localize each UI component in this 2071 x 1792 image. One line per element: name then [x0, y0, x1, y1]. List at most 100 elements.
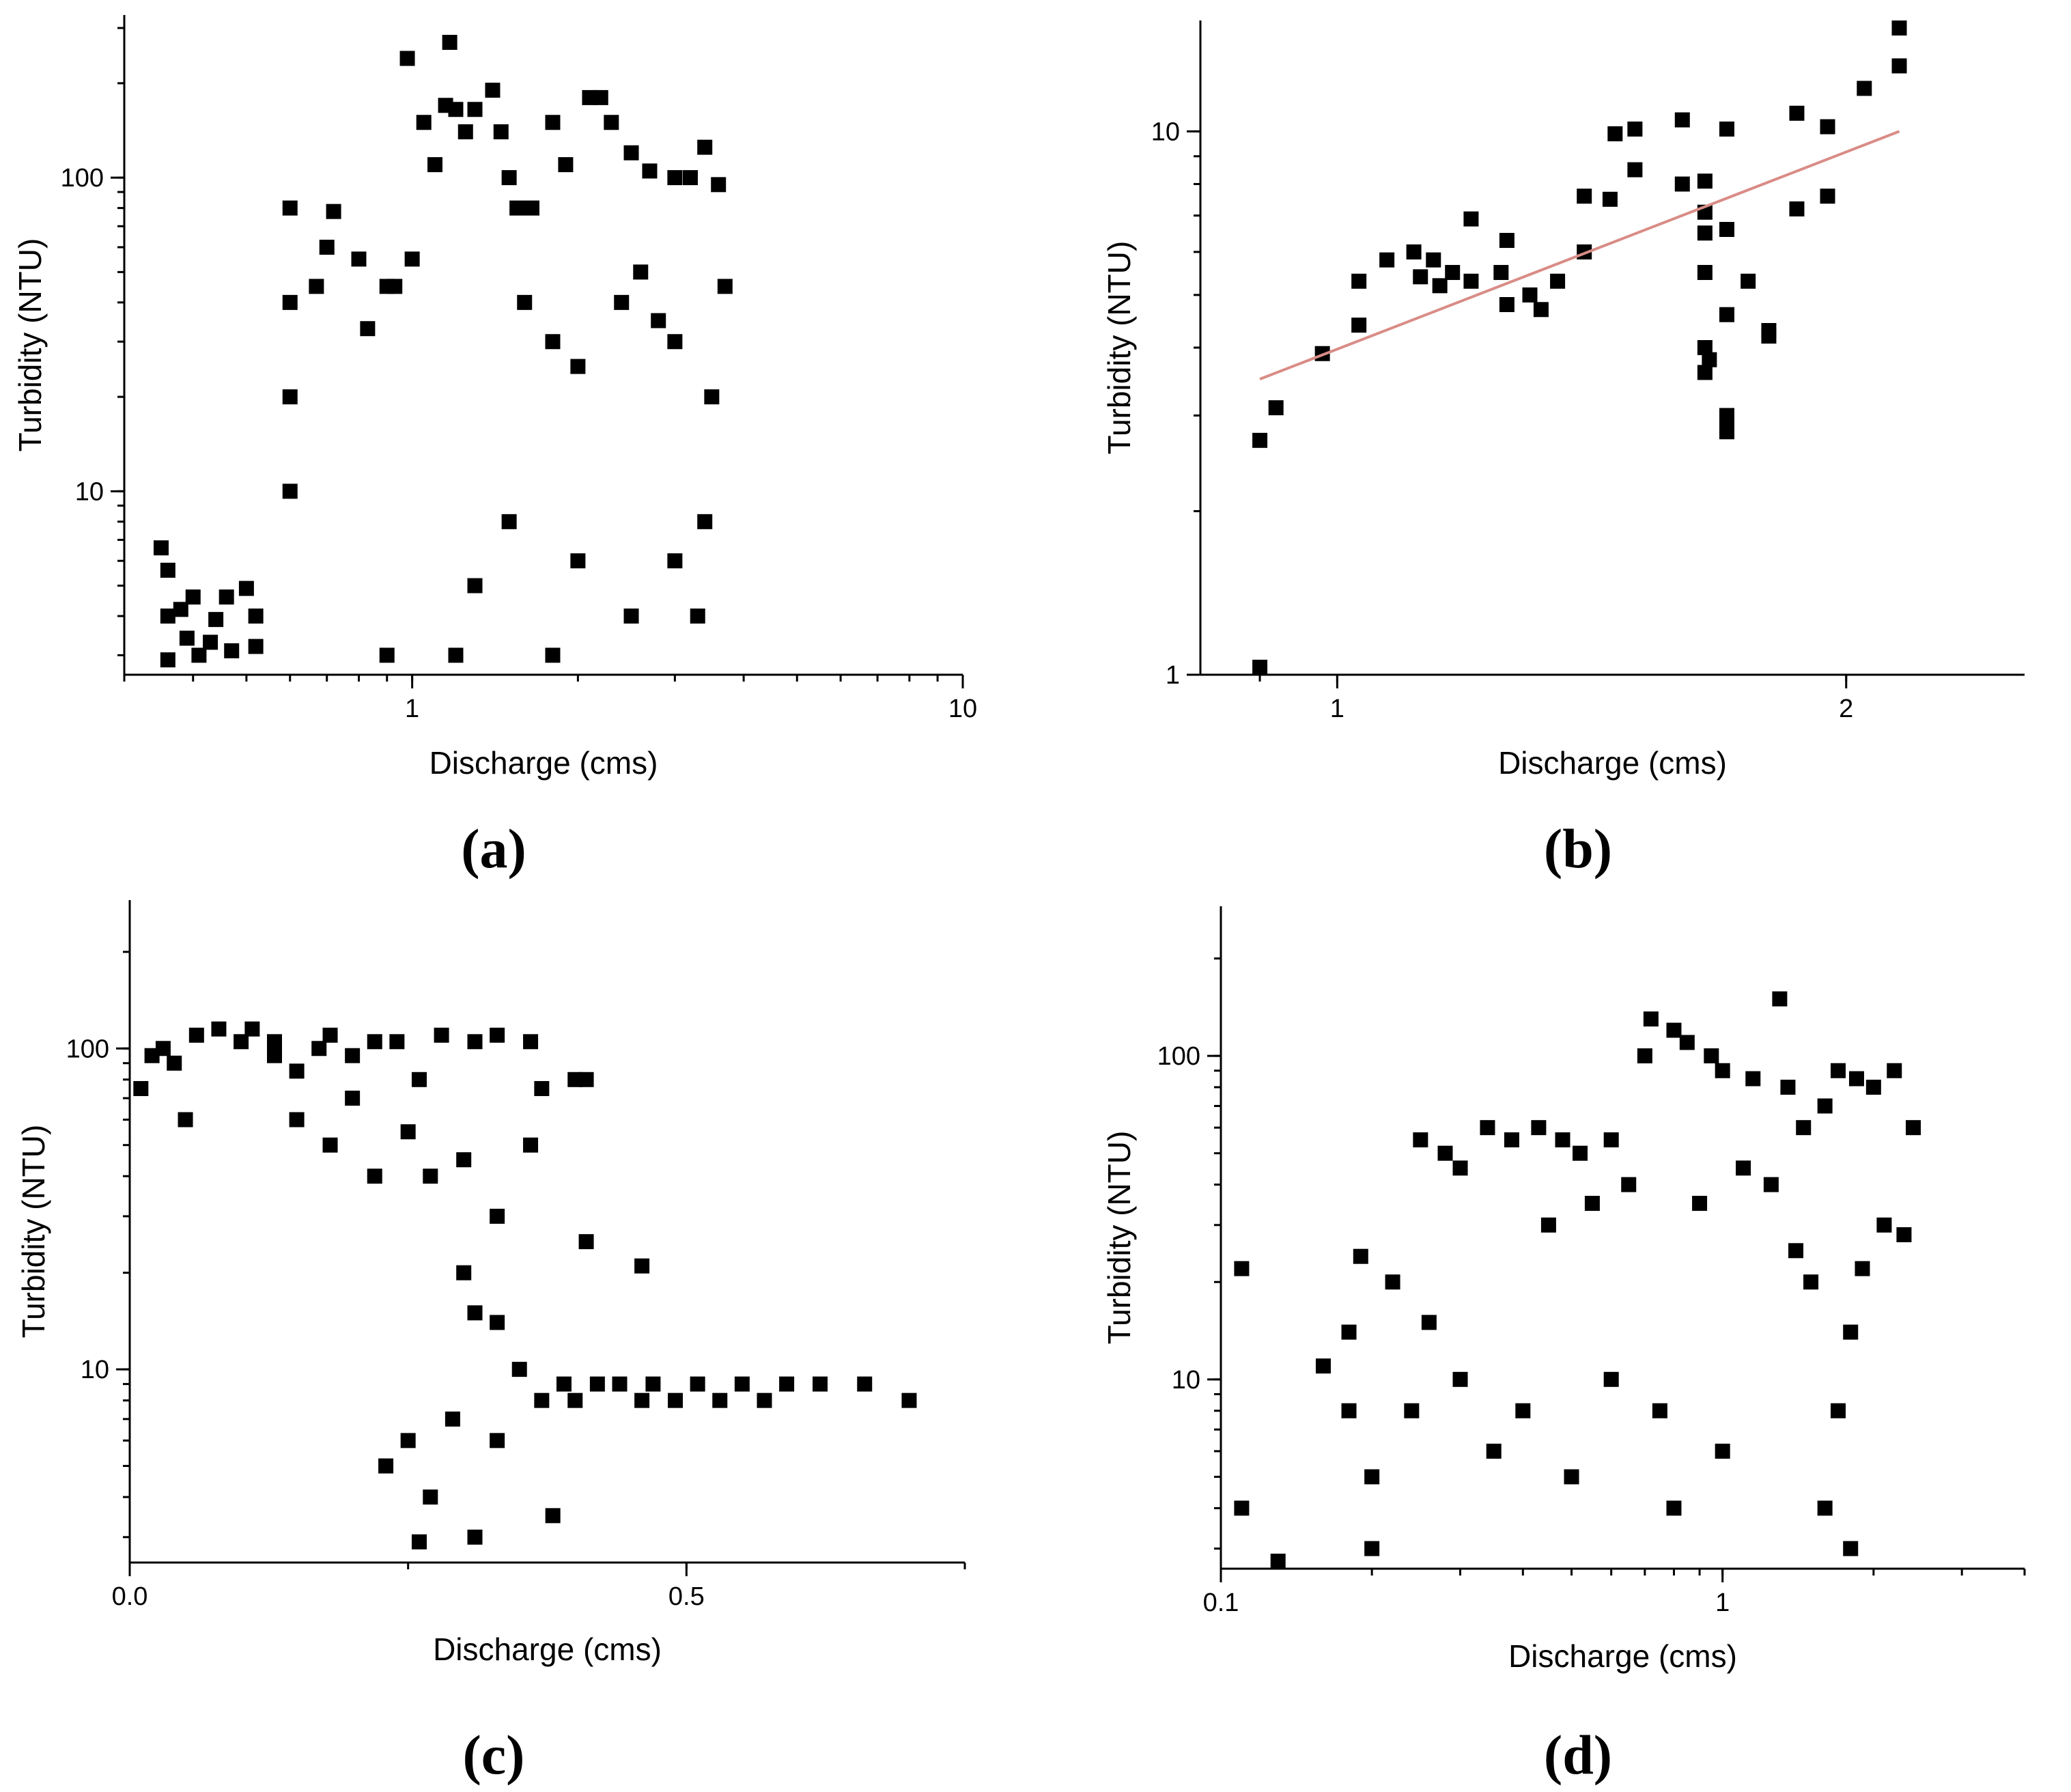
data-point	[567, 1072, 583, 1087]
data-point	[282, 389, 298, 405]
data-point	[717, 279, 733, 294]
data-point	[1364, 1541, 1380, 1556]
data-point	[1697, 365, 1713, 380]
data-point	[282, 200, 298, 216]
y-tick-label: 100	[61, 164, 104, 193]
data-point	[813, 1376, 828, 1392]
data-point	[448, 647, 464, 663]
data-point	[1603, 1132, 1619, 1148]
data-point	[326, 204, 341, 219]
data-point	[1789, 201, 1805, 216]
data-point	[411, 1072, 427, 1087]
x-tick-label: 1	[405, 695, 419, 723]
data-point	[238, 580, 254, 596]
data-point	[423, 1489, 438, 1505]
data-point	[545, 115, 561, 130]
data-point	[1584, 1196, 1600, 1212]
data-point	[1252, 660, 1268, 675]
data-point	[1843, 1541, 1859, 1556]
x-axis-title: Discharge (cms)	[1498, 745, 1727, 781]
data-point	[1406, 244, 1422, 260]
y-tick-label: 100	[66, 1035, 109, 1063]
data-point	[219, 589, 234, 605]
data-point	[1341, 1403, 1357, 1418]
data-point	[266, 1048, 282, 1063]
data-point	[203, 634, 219, 650]
data-point	[309, 279, 324, 294]
data-point	[1550, 273, 1566, 289]
data-point	[1351, 273, 1367, 289]
y-axis-title: Turbidity (NTU)	[1101, 241, 1137, 455]
data-point	[1621, 1177, 1637, 1192]
data-point	[1692, 1196, 1708, 1212]
y-axis-title: Turbidity (NTU)	[16, 1125, 51, 1339]
data-point	[1234, 1500, 1250, 1516]
data-point	[1463, 273, 1479, 289]
data-point	[1627, 162, 1643, 178]
data-point	[545, 647, 561, 663]
data-point	[345, 1048, 361, 1063]
data-point	[490, 1433, 505, 1448]
x-axis-title: Discharge (cms)	[429, 745, 658, 781]
panel-label: (d)	[1544, 1724, 1612, 1786]
data-point	[289, 1112, 305, 1128]
x-tick-label: 0.1	[1203, 1588, 1239, 1617]
data-point	[1848, 1071, 1864, 1087]
data-point	[311, 1041, 327, 1056]
data-point	[570, 553, 586, 569]
data-point	[604, 115, 619, 130]
data-point	[523, 1034, 539, 1050]
data-point	[1637, 1048, 1652, 1064]
data-point	[351, 251, 367, 267]
data-point	[442, 35, 457, 51]
data-point	[1493, 264, 1509, 280]
data-point	[1421, 1315, 1437, 1330]
x-tick-label: 0.0	[112, 1582, 148, 1611]
data-point	[1702, 352, 1717, 367]
data-point	[367, 1034, 382, 1050]
data-point	[558, 157, 574, 173]
data-point	[1843, 1324, 1859, 1340]
data-point	[234, 1034, 249, 1050]
data-point	[1830, 1403, 1846, 1418]
data-point	[319, 239, 335, 255]
data-point	[1761, 328, 1777, 344]
data-point	[1573, 1145, 1588, 1161]
data-point	[1891, 58, 1907, 74]
data-point	[901, 1392, 917, 1408]
data-point	[704, 389, 720, 405]
data-point	[467, 102, 483, 117]
data-point	[501, 170, 517, 186]
data-point	[367, 1168, 382, 1184]
data-point	[400, 1433, 416, 1448]
data-point	[645, 1376, 661, 1392]
data-point	[467, 1529, 483, 1545]
data-point	[1745, 1071, 1761, 1087]
data-point	[1351, 318, 1367, 333]
data-point	[490, 1315, 505, 1330]
data-point	[467, 1034, 483, 1050]
data-point	[411, 1534, 427, 1550]
data-point	[1413, 1132, 1428, 1148]
x-tick-label: 1	[1330, 695, 1344, 723]
data-point	[266, 1034, 282, 1050]
data-point	[1876, 1217, 1892, 1233]
data-point	[697, 514, 713, 529]
x-tick-label: 2	[1839, 695, 1853, 723]
data-point	[1896, 1227, 1912, 1242]
data-point	[445, 1411, 460, 1427]
data-point	[1857, 81, 1872, 96]
data-point	[160, 608, 175, 624]
chart-panel-d: 0.1 1 10 100 Discharge (cms) Turbidity (NTU) (…	[1101, 906, 2026, 1786]
data-point	[1719, 416, 1734, 432]
data-point	[456, 1152, 472, 1168]
data-point	[524, 200, 540, 216]
data-point	[423, 1168, 438, 1184]
data-point	[1627, 121, 1643, 137]
data-point	[634, 1392, 650, 1408]
data-point	[1719, 307, 1734, 322]
y-tick-label: 10	[1151, 117, 1180, 146]
data-point	[185, 589, 201, 605]
data-point	[248, 608, 264, 624]
data-point	[1413, 269, 1428, 285]
